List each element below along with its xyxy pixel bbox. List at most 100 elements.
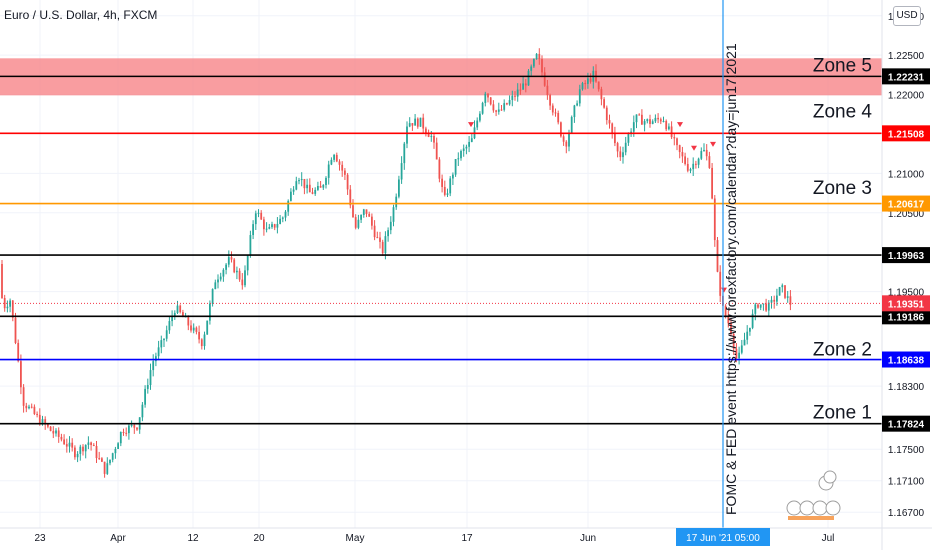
- candle-body[interactable]: [425, 128, 427, 134]
- candle-body[interactable]: [306, 184, 308, 189]
- candle-body[interactable]: [68, 442, 71, 447]
- candle-body[interactable]: [649, 119, 651, 124]
- candle-body[interactable]: [433, 135, 435, 143]
- candle-body[interactable]: [589, 78, 592, 82]
- candle-body[interactable]: [333, 154, 335, 160]
- candle-body[interactable]: [279, 218, 281, 224]
- candle-body[interactable]: [452, 174, 454, 179]
- candle-body[interactable]: [614, 132, 616, 144]
- candle-body[interactable]: [524, 83, 527, 86]
- candle-body[interactable]: [319, 186, 322, 188]
- candle-body[interactable]: [562, 136, 565, 142]
- price-axis[interactable]: 1.230001.225001.220001.210001.205001.195…: [888, 12, 925, 519]
- candle-body[interactable]: [74, 447, 76, 458]
- candle-body[interactable]: [638, 114, 641, 116]
- candle-body[interactable]: [190, 325, 192, 331]
- candle-body[interactable]: [317, 186, 319, 190]
- candle-body[interactable]: [732, 333, 735, 349]
- candle-body[interactable]: [668, 126, 670, 130]
- candle-body[interactable]: [327, 164, 330, 178]
- candle-body[interactable]: [203, 334, 206, 347]
- candle-body[interactable]: [182, 312, 184, 318]
- candle-body[interactable]: [260, 212, 263, 220]
- candle-body[interactable]: [527, 70, 530, 86]
- candle-body[interactable]: [643, 121, 646, 125]
- candle-body[interactable]: [233, 259, 236, 273]
- candle-body[interactable]: [784, 285, 786, 298]
- candle-body[interactable]: [560, 122, 562, 137]
- candle-body[interactable]: [754, 304, 757, 314]
- candle-body[interactable]: [460, 150, 462, 159]
- candle-body[interactable]: [290, 191, 292, 201]
- candle-body[interactable]: [44, 419, 47, 425]
- candle-body[interactable]: [711, 167, 713, 199]
- candle-body[interactable]: [65, 444, 68, 447]
- candle-body[interactable]: [52, 430, 55, 434]
- candle-body[interactable]: [109, 459, 111, 464]
- candle-body[interactable]: [419, 117, 422, 127]
- candle-body[interactable]: [238, 270, 241, 280]
- candle-body[interactable]: [179, 305, 182, 313]
- candle-body[interactable]: [392, 207, 395, 222]
- candle-body[interactable]: [300, 178, 303, 181]
- candle-body[interactable]: [762, 303, 765, 305]
- candle-body[interactable]: [149, 370, 152, 386]
- candle-body[interactable]: [187, 316, 190, 326]
- candle-body[interactable]: [352, 205, 354, 218]
- candle-body[interactable]: [338, 161, 341, 165]
- candle-body[interactable]: [776, 295, 778, 302]
- candle-body[interactable]: [659, 119, 662, 122]
- candle-body[interactable]: [724, 305, 727, 317]
- candle-body[interactable]: [263, 219, 265, 230]
- candle-body[interactable]: [422, 117, 425, 129]
- candle-body[interactable]: [538, 53, 541, 60]
- candle-body[interactable]: [487, 93, 489, 98]
- candle-body[interactable]: [489, 97, 492, 105]
- candle-body[interactable]: [6, 306, 9, 309]
- candle-body[interactable]: [616, 143, 619, 152]
- candle-body[interactable]: [273, 224, 276, 228]
- candle-body[interactable]: [311, 192, 314, 194]
- candle-body[interactable]: [98, 458, 101, 460]
- candle-body[interactable]: [114, 448, 117, 454]
- candle-body[interactable]: [165, 330, 168, 339]
- candle-body[interactable]: [749, 327, 751, 332]
- candle-body[interactable]: [152, 361, 155, 371]
- candle-body[interactable]: [101, 458, 103, 462]
- candle-body[interactable]: [349, 189, 352, 206]
- candle-body[interactable]: [705, 149, 708, 157]
- event-icon-3[interactable]: [812, 500, 828, 516]
- candle-body[interactable]: [700, 151, 703, 159]
- candle-body[interactable]: [33, 406, 36, 414]
- candle-body[interactable]: [244, 270, 246, 286]
- candle-body[interactable]: [446, 193, 449, 195]
- candle-body[interactable]: [3, 298, 6, 309]
- candle-body[interactable]: [508, 100, 511, 105]
- candle-body[interactable]: [522, 83, 524, 90]
- candle-body[interactable]: [130, 424, 133, 426]
- candle-body[interactable]: [63, 439, 65, 445]
- candle-body[interactable]: [119, 432, 122, 444]
- candle-body[interactable]: [381, 241, 384, 254]
- candle-body[interactable]: [57, 430, 60, 437]
- candle-body[interactable]: [95, 445, 98, 459]
- candle-body[interactable]: [530, 66, 533, 71]
- candle-body[interactable]: [492, 104, 495, 111]
- candle-body[interactable]: [146, 385, 149, 389]
- candle-body[interactable]: [427, 133, 430, 137]
- candles-group[interactable]: [1, 48, 792, 478]
- candle-body[interactable]: [249, 235, 252, 256]
- candle-body[interactable]: [365, 209, 368, 214]
- candle-body[interactable]: [222, 269, 225, 277]
- candle-body[interactable]: [298, 180, 300, 182]
- candle-body[interactable]: [387, 230, 389, 237]
- candle-body[interactable]: [106, 463, 109, 474]
- candle-body[interactable]: [276, 223, 279, 228]
- candle-body[interactable]: [214, 282, 217, 290]
- candle-body[interactable]: [435, 142, 438, 160]
- candle-body[interactable]: [765, 303, 767, 311]
- candle-body[interactable]: [389, 221, 392, 231]
- candle-body[interactable]: [357, 219, 360, 228]
- horizontal-levels[interactable]: [0, 75, 882, 425]
